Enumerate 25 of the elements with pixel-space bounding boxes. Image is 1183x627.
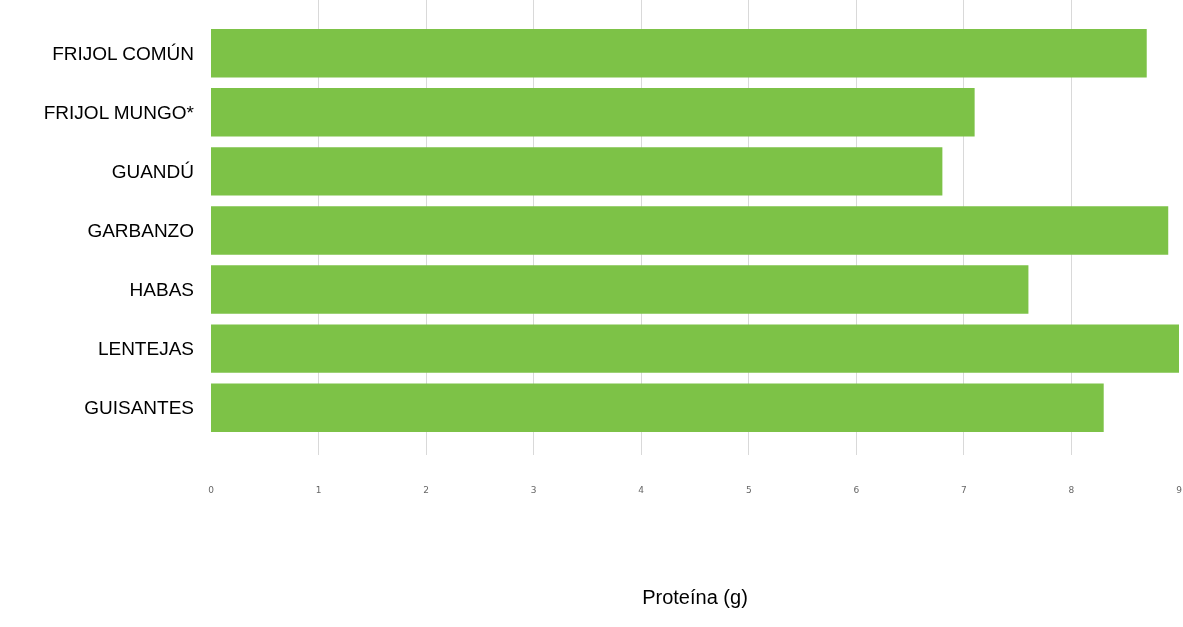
y-tick-label: LENTEJAS [97,338,194,360]
x-tick-label: 0 [208,485,215,495]
y-tick-label: FRIJOL COMÚN [52,42,194,64]
bar [211,324,1179,373]
bar [211,265,1029,314]
bar [211,28,1147,78]
x-tick-label: 3 [530,485,537,495]
y-tick-label: GARBANZO [87,220,194,242]
bar [211,206,1169,255]
x-tick-label: 2 [423,485,429,495]
x-tick-label: 6 [853,485,860,495]
bar [211,383,1104,432]
x-axis-title: Proteína (g) [642,585,748,608]
y-tick-label: HABAS [129,279,194,301]
x-tick-label: 4 [638,485,645,495]
bar [211,88,975,137]
y-tick-label: GUISANTES [84,397,194,419]
x-tick-label: 9 [1176,485,1183,495]
y-tick-label: FRIJOL MUNGO* [43,101,195,123]
x-tick-label: 8 [1068,485,1075,495]
x-tick-label: 7 [961,485,967,495]
bar [211,147,943,196]
x-tick-label: 1 [315,485,322,495]
y-tick-label: GUANDÚ [111,161,194,183]
x-tick-label: 5 [745,485,752,495]
